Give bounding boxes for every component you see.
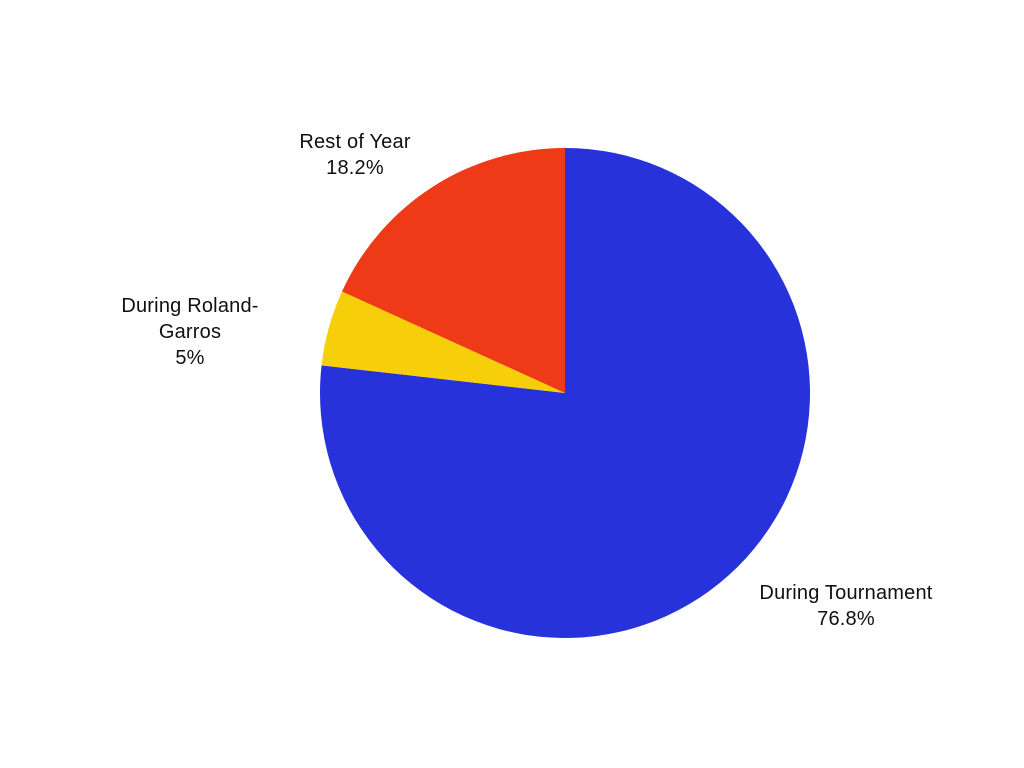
label-during-tournament-name: During Tournament <box>759 582 933 604</box>
label-during-roland-garros: During Roland- Garros 5% <box>80 293 300 371</box>
label-during-roland-garros-name-line2: Garros <box>158 321 222 343</box>
label-during-tournament: During Tournament 76.8% <box>716 580 976 632</box>
pie-slice-during-tournament <box>320 148 810 638</box>
label-rest-of-year: Rest of Year 18.2% <box>255 129 455 181</box>
label-during-roland-garros-name-line1: During Roland- <box>121 295 259 317</box>
pie-slice-during-roland-garros <box>321 291 565 393</box>
label-during-roland-garros-value: 5% <box>175 347 205 369</box>
pie-slice-rest-of-year <box>342 148 565 393</box>
label-during-tournament-value: 76.8% <box>817 608 875 630</box>
label-rest-of-year-value: 18.2% <box>326 157 384 179</box>
pie-chart <box>320 148 810 638</box>
label-rest-of-year-name: Rest of Year <box>299 131 411 153</box>
